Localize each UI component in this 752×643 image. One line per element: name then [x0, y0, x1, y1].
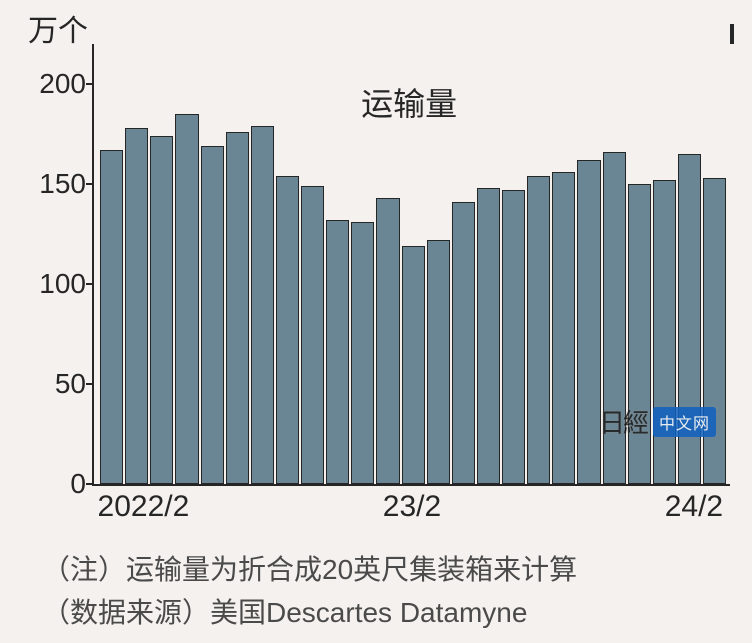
plot-area: 运输量 日經 中文网 0501001502002022/223/224/2: [92, 44, 730, 486]
y-tick-mark: [86, 483, 94, 485]
bar: [251, 126, 274, 484]
bar: [276, 176, 299, 484]
bar: [100, 150, 123, 484]
y-tick-mark: [86, 83, 94, 85]
bar: [502, 190, 525, 484]
chart-footnotes: （注）运输量为折合成20英尺集装箱来计算 （数据来源）美国Descartes D…: [42, 548, 577, 635]
y-tick-mark: [86, 383, 94, 385]
bar: [376, 198, 399, 484]
y-tick-mark: [86, 183, 94, 185]
bar: [201, 146, 224, 484]
series-title: 运输量: [361, 79, 457, 125]
x-tick-label: 23/2: [383, 484, 441, 524]
bar: [125, 128, 148, 484]
y-axis-unit: 万个: [28, 6, 88, 50]
bar: [452, 202, 475, 484]
footnote-note: （注）运输量为折合成20英尺集装箱来计算: [42, 548, 577, 591]
y-tick-mark: [86, 283, 94, 285]
bar: [402, 246, 425, 484]
watermark-logo: 日經: [599, 403, 647, 440]
upper-axis-stub: [730, 24, 734, 44]
x-tick-label: 24/2: [665, 484, 723, 524]
bar: [427, 240, 450, 484]
bar: [552, 172, 575, 484]
footnote-source: （数据来源）美国Descartes Datamyne: [42, 591, 577, 634]
bar: [175, 114, 198, 484]
bar: [226, 132, 249, 484]
bar: [301, 186, 324, 484]
bar: [351, 222, 374, 484]
x-tick-label: 2022/2: [98, 484, 190, 524]
bar: [577, 160, 600, 484]
shipping-volume-chart: 万个 运输量 日經 中文网 0501001502002022/223/224/2…: [0, 0, 752, 643]
bar: [150, 136, 173, 484]
bar: [527, 176, 550, 484]
source-watermark: 日經 中文网: [599, 403, 716, 440]
watermark-badge: 中文网: [653, 407, 716, 437]
bar: [326, 220, 349, 484]
bar: [477, 188, 500, 484]
